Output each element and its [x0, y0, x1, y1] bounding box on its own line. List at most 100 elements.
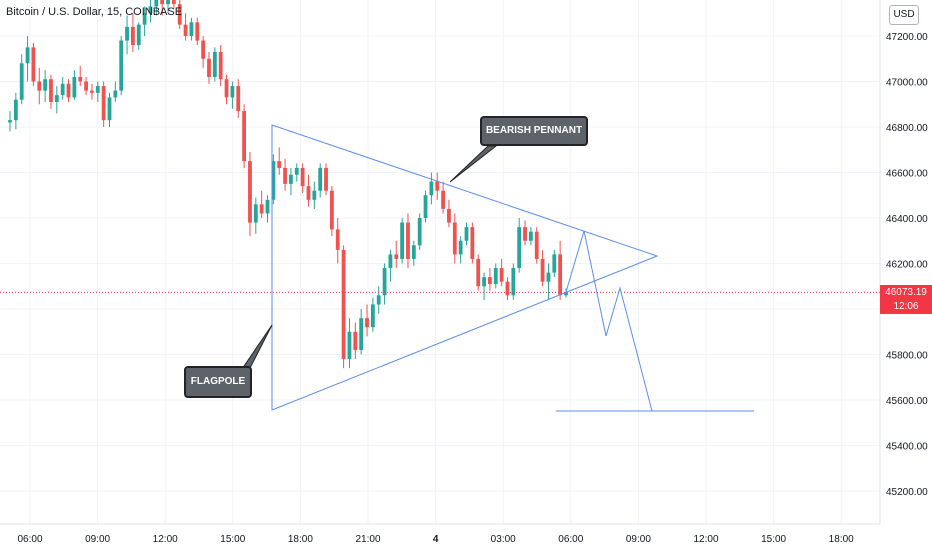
candle-body	[359, 318, 364, 350]
candle-body	[493, 268, 498, 284]
pennant-callout-pointer	[449, 145, 498, 183]
candle-body	[277, 161, 282, 168]
candle-body	[458, 240, 463, 255]
price-tick-label: 45400.00	[886, 442, 928, 453]
candle-body	[540, 258, 545, 282]
candle-body	[265, 199, 270, 214]
candle-body	[189, 22, 194, 36]
time-tick-label: 03:00	[491, 534, 516, 545]
pennant-drawing[interactable]	[239, 124, 754, 412]
bearish-pennant-callout[interactable]: BEARISH PENNANT	[480, 116, 588, 146]
price-tick-label: 45800.00	[886, 351, 928, 362]
candle-body	[195, 22, 200, 41]
candle-body	[19, 63, 24, 100]
candle-body	[90, 90, 94, 93]
candle-body	[417, 218, 422, 246]
candle-body	[523, 227, 527, 241]
time-tick-label: 21:00	[355, 534, 380, 545]
candle-body	[78, 76, 83, 82]
price-tick-label: 46400.00	[886, 214, 928, 225]
time-tick-label: 18:00	[829, 534, 854, 545]
candle-body	[447, 208, 451, 223]
time-tick-label: 15:00	[761, 534, 786, 545]
candle-body	[31, 47, 36, 82]
candle-body	[142, 13, 147, 25]
candle-body	[341, 249, 346, 360]
candle-body	[382, 268, 387, 296]
candle-body	[376, 295, 381, 305]
time-tick-label: 09:00	[85, 534, 110, 545]
candle-body	[546, 272, 551, 282]
candle-body	[8, 120, 12, 123]
candle-body	[441, 190, 445, 209]
currency-button[interactable]: USD	[889, 5, 919, 25]
candle-body	[283, 167, 287, 184]
candle-body	[558, 254, 563, 296]
candle-body	[230, 86, 235, 98]
candle-body	[166, 0, 170, 5]
symbol-title[interactable]: Bitcoin / U.S. Dollar, 15, COINBASE	[6, 6, 183, 18]
candle-body	[236, 86, 241, 112]
candle-body	[528, 231, 533, 241]
candle-body	[312, 190, 317, 200]
candle-body	[488, 277, 492, 284]
time-axis-labels: 06:00 09:00 12:00 15:00 18:00 21:00 4 03:00 06:0…	[17, 534, 854, 545]
candle-body	[464, 227, 469, 241]
time-tick-label: 06:00	[558, 534, 583, 545]
candle-body	[271, 161, 276, 200]
candle-body	[511, 268, 516, 296]
candle-body	[400, 222, 405, 259]
candle-body	[66, 83, 71, 98]
candle-body	[534, 231, 539, 259]
time-tick-label: 12:00	[153, 534, 178, 545]
candle-body	[13, 99, 18, 121]
candle-body	[470, 227, 475, 259]
candle-body	[224, 79, 229, 98]
candle-body	[72, 76, 77, 98]
candle-body	[107, 97, 112, 121]
candle-body	[394, 254, 399, 259]
candle-body	[212, 51, 217, 77]
candle-body	[365, 318, 369, 328]
price-axis-labels: 47200.00 47000.00 46800.00 46600.00 46400.00…	[886, 32, 928, 498]
candle-body	[154, 0, 159, 7]
price-tick-label: 45200.00	[886, 487, 928, 498]
time-tick-label: 12:00	[693, 534, 718, 545]
candle-body	[207, 58, 211, 77]
candle-body	[452, 222, 457, 255]
candle-body	[482, 277, 486, 287]
candle-body	[306, 186, 311, 200]
candle-body	[171, 0, 176, 5]
flagpole-callout-pointer	[239, 324, 273, 373]
candle-body	[253, 204, 258, 223]
candle-body	[505, 281, 510, 296]
candle-body	[248, 161, 252, 223]
price-tick-label: 47200.00	[886, 32, 928, 43]
last-price-value: 46073.19	[885, 287, 927, 298]
candle-body	[136, 24, 141, 46]
chart-grid	[0, 0, 880, 524]
candle-body	[84, 81, 88, 91]
time-tick-label: 18:00	[288, 534, 313, 545]
price-tick-label: 46800.00	[886, 123, 928, 134]
candle-body	[49, 79, 53, 102]
candle-body	[406, 222, 410, 259]
candle-body	[564, 292, 568, 296]
candle-body	[148, 6, 153, 14]
projected-path[interactable]	[565, 230, 653, 412]
candle-body	[499, 268, 504, 282]
flagpole-callout[interactable]: FLAGPOLE	[184, 366, 252, 398]
candle-body	[388, 254, 393, 269]
candle-body	[318, 167, 323, 191]
candle-body	[429, 181, 434, 196]
time-tick-label: 4	[433, 534, 439, 545]
candle-body	[517, 227, 522, 269]
pennant-triangle[interactable]	[271, 124, 659, 411]
candle-body	[160, 0, 165, 5]
price-tick-label: 46600.00	[886, 169, 928, 180]
time-tick-label: 09:00	[626, 534, 651, 545]
candle-body	[177, 4, 182, 25]
candle-body	[423, 195, 428, 218]
candle-body	[259, 204, 264, 214]
